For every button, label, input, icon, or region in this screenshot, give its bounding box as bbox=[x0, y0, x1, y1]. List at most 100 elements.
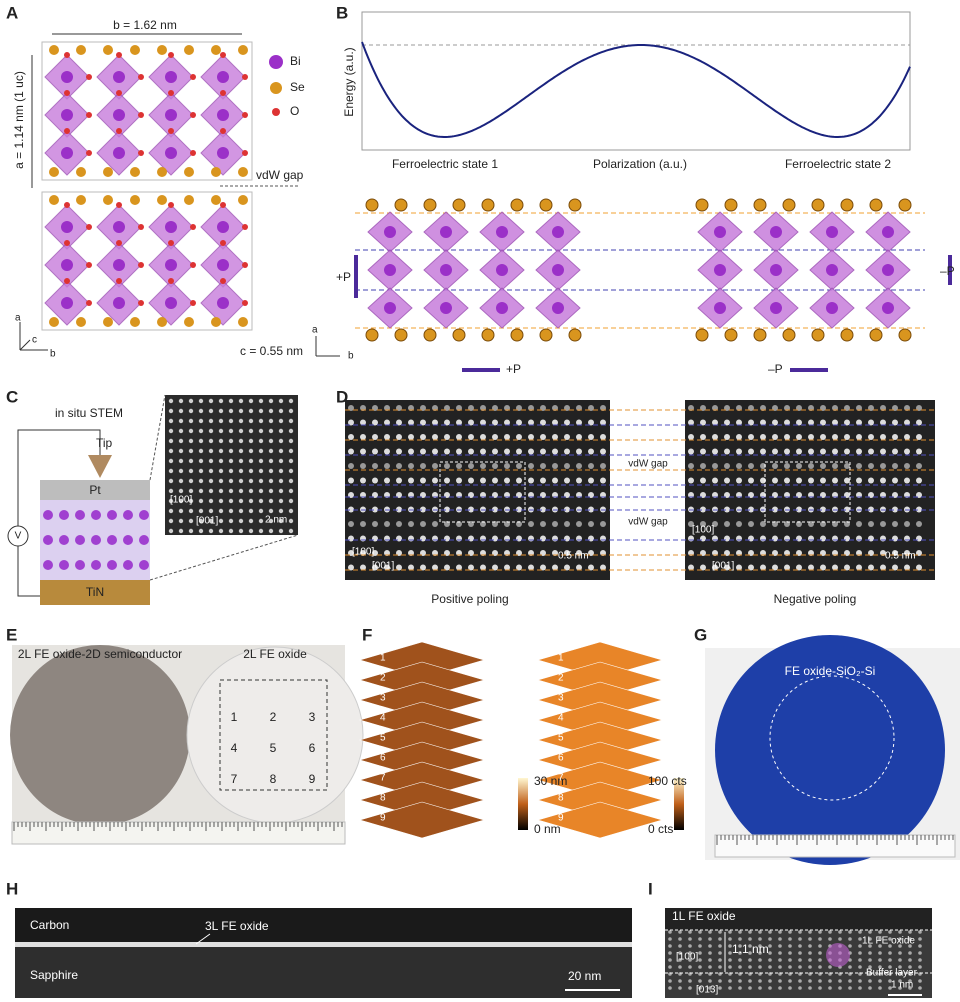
atom-spot bbox=[788, 951, 792, 955]
atom-spot bbox=[712, 535, 718, 542]
atom-spot bbox=[688, 965, 692, 969]
highlight bbox=[764, 461, 851, 523]
atom-spot bbox=[504, 463, 510, 469]
atom-spot bbox=[504, 564, 510, 571]
atom-spot bbox=[748, 958, 752, 962]
layer-number: 6 bbox=[558, 753, 564, 764]
atom-spot bbox=[698, 930, 702, 934]
atom-spot bbox=[228, 398, 234, 404]
atom-spot bbox=[738, 958, 742, 962]
atom-spot bbox=[772, 506, 778, 513]
atom-spot bbox=[528, 419, 534, 426]
se-atom bbox=[539, 328, 553, 342]
atom-spot bbox=[238, 508, 244, 514]
bi-atom bbox=[43, 560, 53, 570]
bi-atom bbox=[552, 226, 564, 238]
atom-spot bbox=[808, 986, 812, 990]
atom-spot bbox=[916, 477, 922, 484]
atom-spot bbox=[668, 951, 672, 955]
atom-spot bbox=[758, 937, 762, 941]
atom-spot bbox=[778, 930, 782, 934]
atom-spot bbox=[748, 506, 754, 513]
atom-spot bbox=[712, 521, 718, 527]
atom-spot bbox=[848, 937, 852, 941]
bi-atom bbox=[165, 109, 177, 121]
atom-spot bbox=[540, 564, 546, 571]
atom-spot bbox=[168, 488, 174, 494]
atom-spot bbox=[880, 564, 886, 571]
se-atom bbox=[869, 328, 883, 342]
atom-spot bbox=[724, 448, 730, 455]
atom-spot bbox=[904, 448, 910, 455]
atom-spot bbox=[768, 930, 772, 934]
atom-spot bbox=[168, 408, 174, 414]
atom-spot bbox=[724, 564, 730, 571]
colorbar bbox=[518, 778, 528, 830]
atom-spot bbox=[668, 937, 672, 941]
atom-spot bbox=[760, 535, 766, 542]
atom-spot bbox=[268, 468, 274, 474]
overlay: 2L FE oxide-2D semiconductor 2L FE oxide 1… bbox=[18, 647, 918, 995]
o-atom bbox=[220, 52, 226, 58]
atom-spot bbox=[278, 458, 284, 464]
atom-spot bbox=[288, 408, 294, 414]
bi-atom bbox=[75, 560, 85, 570]
atom-spot bbox=[372, 434, 378, 440]
atom-spot bbox=[600, 564, 606, 571]
atom-spot bbox=[188, 438, 194, 444]
se-atom bbox=[157, 195, 167, 205]
bi-atom bbox=[770, 264, 782, 276]
highlight bbox=[439, 461, 526, 523]
atom-spot bbox=[736, 419, 742, 426]
atom-spot bbox=[728, 965, 732, 969]
atom-spot bbox=[576, 448, 582, 455]
atom-spot bbox=[268, 408, 274, 414]
direction: [100] bbox=[352, 547, 374, 558]
atom-spot bbox=[916, 506, 922, 513]
se-atom bbox=[103, 45, 113, 55]
atom-spot bbox=[248, 398, 254, 404]
layer-number: 8 bbox=[558, 793, 564, 804]
atom-spot bbox=[700, 564, 706, 571]
atom-spot bbox=[844, 419, 850, 426]
atom-spot bbox=[238, 408, 244, 414]
atom-spot bbox=[360, 463, 366, 469]
bi-atom bbox=[217, 71, 229, 83]
bi-atom bbox=[139, 535, 149, 545]
atom-spot bbox=[178, 508, 184, 514]
atom-spot bbox=[838, 930, 842, 934]
atom-spot bbox=[588, 477, 594, 484]
atom-spot bbox=[168, 438, 174, 444]
colorbar-label: 0 cts bbox=[648, 822, 673, 836]
atom-spot bbox=[564, 506, 570, 513]
grid-number: 3 bbox=[309, 710, 316, 724]
atom-spot bbox=[198, 518, 204, 524]
bi-atom bbox=[107, 560, 117, 570]
atom-spot bbox=[868, 986, 872, 990]
atom-spot bbox=[796, 506, 802, 513]
atom-spot bbox=[748, 477, 754, 484]
bi-atom bbox=[217, 297, 229, 309]
atom-spot bbox=[712, 463, 718, 469]
atom-spot bbox=[838, 937, 842, 941]
scale-label: 2 nm bbox=[265, 515, 287, 526]
atom-spot bbox=[552, 535, 558, 542]
atom-spot bbox=[688, 419, 694, 426]
atom-spot bbox=[396, 448, 402, 455]
atom-spot bbox=[198, 448, 204, 454]
tin-layer bbox=[40, 580, 150, 605]
atom-spot bbox=[772, 477, 778, 484]
atom-spot bbox=[408, 419, 414, 426]
atom-spot bbox=[468, 477, 474, 484]
atom-spot bbox=[784, 477, 790, 484]
atom-spot bbox=[198, 528, 204, 534]
atom-spot bbox=[198, 488, 204, 494]
atom-spot bbox=[688, 986, 692, 990]
atom-spot bbox=[818, 951, 822, 955]
bi-atom bbox=[882, 264, 894, 276]
atom-spot bbox=[168, 418, 174, 424]
atom-spot bbox=[396, 477, 402, 484]
atom-spot bbox=[238, 428, 244, 434]
atom-spot bbox=[564, 521, 570, 527]
